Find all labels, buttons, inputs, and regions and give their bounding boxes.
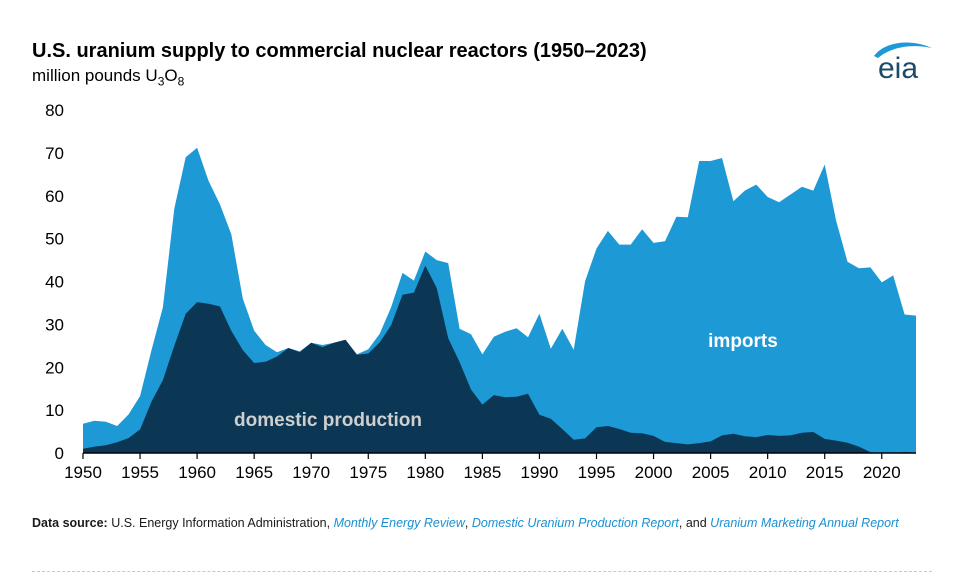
domestic-production-label: domestic production <box>234 410 422 431</box>
source-prefix: U.S. Energy Information Administration, <box>111 516 331 530</box>
y-tick-label: 50 <box>45 230 64 249</box>
x-tick-label: 2010 <box>749 463 787 482</box>
chart-title: U.S. uranium supply to commercial nuclea… <box>32 40 647 62</box>
x-tick-label: 1990 <box>521 463 559 482</box>
source-link-umar[interactable]: Uranium Marketing Annual Report <box>710 516 899 530</box>
subtitle-mid: O <box>164 66 178 85</box>
y-tick-label: 80 <box>45 101 64 120</box>
eia-logo[interactable]: eia <box>870 40 936 82</box>
source-link-durp[interactable]: Domestic Uranium Production Report <box>471 516 679 530</box>
x-tick-label: 2020 <box>863 463 901 482</box>
chart-subtitle: million pounds U3O8 <box>32 66 184 88</box>
y-tick-label: 0 <box>55 444 64 463</box>
y-tick-label: 60 <box>45 187 64 206</box>
x-tick-label: 2000 <box>635 463 673 482</box>
x-tick-label: 2015 <box>806 463 844 482</box>
x-tick-label: 1960 <box>178 463 216 482</box>
eia-logo-swoosh <box>874 42 932 58</box>
subtitle-prefix: million pounds U <box>32 66 158 85</box>
subtitle-sub-3: 3 <box>157 74 165 89</box>
source-label: Data source: <box>32 516 108 530</box>
data-source-note: Data source: U.S. Energy Information Adm… <box>32 516 932 531</box>
y-tick-label: 30 <box>45 315 64 334</box>
y-tick-label: 20 <box>45 358 64 377</box>
y-tick-label: 10 <box>45 401 64 420</box>
x-tick-label: 1995 <box>578 463 616 482</box>
eia-logo-text: eia <box>878 52 918 82</box>
x-tick-label: 2005 <box>692 463 730 482</box>
footer-divider <box>32 571 932 572</box>
source-link-mer[interactable]: Monthly Energy Review <box>333 516 465 530</box>
x-tick-label: 1975 <box>349 463 387 482</box>
x-axis-ticks: 1950 1955 1960 1965 1970 1975 1980 1985 1990 1995… <box>64 453 901 482</box>
y-tick-label: 70 <box>45 144 64 163</box>
x-tick-label: 1980 <box>406 463 444 482</box>
y-axis-ticks: 0 10 20 30 40 50 60 70 80 <box>45 101 64 463</box>
y-tick-label: 40 <box>45 273 64 292</box>
x-tick-label: 1970 <box>292 463 330 482</box>
x-tick-label: 1955 <box>121 463 159 482</box>
x-tick-label: 1950 <box>64 463 102 482</box>
source-sep-2: , and <box>678 516 707 530</box>
area-labels: imports domestic production <box>234 331 778 431</box>
source-sep-1: , <box>464 516 469 530</box>
domestic-production-area <box>83 265 916 453</box>
plot-areas <box>83 147 916 454</box>
x-tick-label: 1965 <box>235 463 273 482</box>
subtitle-sub-8: 8 <box>177 74 185 89</box>
x-tick-label: 1985 <box>463 463 501 482</box>
imports-label: imports <box>708 331 778 352</box>
